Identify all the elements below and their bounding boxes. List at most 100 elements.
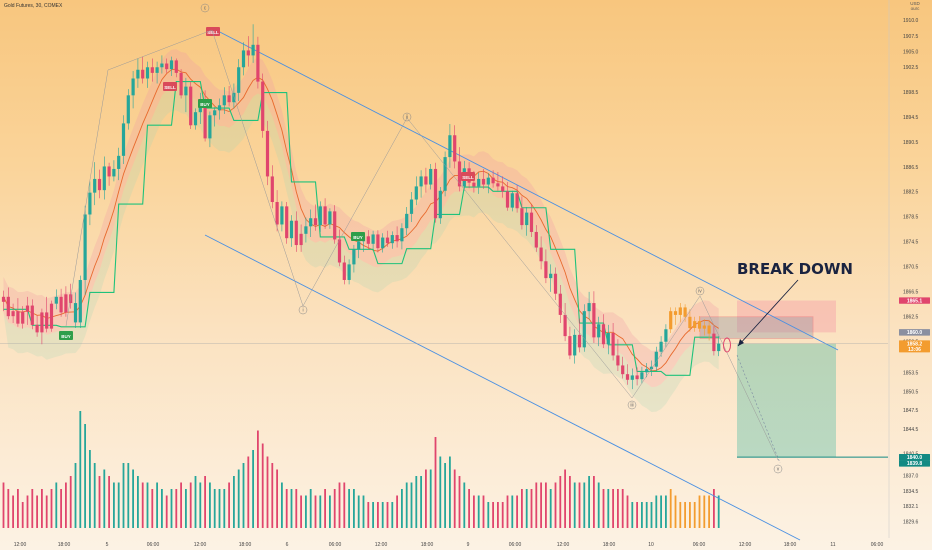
volume-bar bbox=[55, 482, 58, 528]
candle-body bbox=[275, 202, 279, 225]
y-tick-label: 1866.5 bbox=[903, 290, 919, 296]
candle-body bbox=[573, 334, 577, 356]
volume-bar bbox=[708, 495, 710, 528]
x-tick-label: 06:00 bbox=[329, 542, 342, 548]
candle-body bbox=[49, 303, 54, 329]
signal-buy bbox=[351, 232, 365, 241]
candle-body bbox=[352, 249, 356, 265]
candle-body bbox=[577, 334, 582, 348]
candle-body bbox=[702, 325, 706, 329]
volume-bar bbox=[506, 495, 509, 528]
volume-bar bbox=[549, 489, 552, 528]
candle-body bbox=[189, 86, 193, 126]
signal-sell bbox=[461, 172, 475, 181]
volume-bar bbox=[175, 489, 178, 528]
signal-buy bbox=[198, 99, 212, 108]
candle-body bbox=[525, 212, 529, 226]
candle-body bbox=[424, 176, 428, 185]
volume-bar bbox=[161, 489, 163, 528]
volume-bar bbox=[463, 482, 466, 528]
volume-bar bbox=[103, 469, 106, 528]
volume-bar bbox=[631, 502, 634, 528]
signal-label: BUY bbox=[353, 235, 363, 240]
volume-bar bbox=[449, 456, 451, 528]
volume-bar bbox=[165, 495, 168, 528]
volume-bar bbox=[703, 495, 706, 528]
volume-bar bbox=[516, 495, 518, 528]
candle-body bbox=[683, 307, 687, 317]
volume-bar bbox=[573, 482, 576, 528]
candle-body bbox=[664, 329, 668, 342]
price-badge bbox=[899, 453, 930, 461]
candle-body bbox=[222, 95, 226, 106]
volume-bar bbox=[545, 482, 547, 528]
volume-bar bbox=[132, 469, 134, 528]
candle-body bbox=[88, 192, 92, 215]
trailing-stop-line bbox=[3, 80, 719, 376]
volume-bar bbox=[247, 456, 250, 528]
break-down-annotation: BREAK DOWN bbox=[737, 260, 853, 278]
volume-bar bbox=[425, 469, 427, 528]
candle-body bbox=[35, 324, 39, 333]
volume-bar bbox=[108, 476, 110, 528]
x-tick-label: 12:00 bbox=[194, 542, 207, 548]
price-badge-label: 13:06 bbox=[908, 347, 921, 353]
volume-bar bbox=[377, 502, 379, 528]
candle-body bbox=[145, 67, 150, 79]
channel-upper-line bbox=[211, 27, 839, 351]
volume-bar bbox=[617, 489, 619, 528]
y-tick-label: 1910.0 bbox=[903, 18, 919, 24]
stop-loss-zone bbox=[737, 300, 836, 333]
x-tick-label: 18:00 bbox=[58, 542, 71, 548]
y-tick-label: 1907.5 bbox=[903, 34, 919, 40]
candle-body bbox=[184, 86, 188, 96]
volume-bar bbox=[482, 495, 485, 528]
volume-bar bbox=[69, 476, 72, 528]
volume-bar bbox=[84, 424, 86, 528]
volume-bar bbox=[60, 489, 62, 528]
candle-body bbox=[534, 231, 538, 248]
signal-buy bbox=[59, 331, 73, 340]
volume-bar bbox=[492, 502, 494, 528]
annotation-layer: BREAK DOWN bbox=[723, 260, 853, 353]
candle-body bbox=[342, 262, 346, 280]
wave-label: v bbox=[777, 467, 780, 473]
candle-body bbox=[203, 99, 207, 139]
wave-label: i bbox=[302, 308, 303, 314]
candle-body bbox=[654, 351, 658, 367]
candle-body bbox=[640, 372, 644, 380]
candle-body bbox=[390, 235, 394, 244]
volume-bar bbox=[525, 489, 528, 528]
y-tick-label: 1905.0 bbox=[903, 49, 919, 55]
candle-body bbox=[457, 161, 462, 187]
volume-bar bbox=[213, 489, 216, 528]
candle-body bbox=[505, 191, 510, 208]
y-tick-label: 1882.5 bbox=[903, 190, 919, 196]
volume-bar bbox=[396, 495, 398, 528]
volume-bar bbox=[233, 476, 235, 528]
volume-bar bbox=[530, 489, 533, 528]
candle-body bbox=[597, 324, 601, 338]
price-badge-label: 1865.1 bbox=[907, 298, 923, 304]
volume-bar bbox=[593, 476, 595, 528]
candle-body bbox=[208, 115, 212, 139]
volume-bar bbox=[89, 450, 91, 528]
volume-bar bbox=[497, 502, 499, 528]
volume-bar bbox=[290, 489, 293, 528]
volume-bar bbox=[117, 482, 120, 528]
candle-body bbox=[376, 234, 380, 249]
volume-bar bbox=[329, 495, 331, 528]
candle-body bbox=[592, 303, 596, 338]
volume-bar bbox=[276, 469, 278, 528]
candle-body bbox=[160, 63, 164, 68]
bands-layer bbox=[3, 49, 836, 458]
volume-bar bbox=[636, 502, 638, 528]
candle-body bbox=[45, 312, 49, 329]
candle-body bbox=[270, 176, 274, 203]
volume-bar bbox=[559, 476, 562, 528]
volume-bar bbox=[501, 502, 504, 528]
x-tick-label: 06:00 bbox=[693, 542, 706, 548]
volume-bar bbox=[665, 495, 667, 528]
